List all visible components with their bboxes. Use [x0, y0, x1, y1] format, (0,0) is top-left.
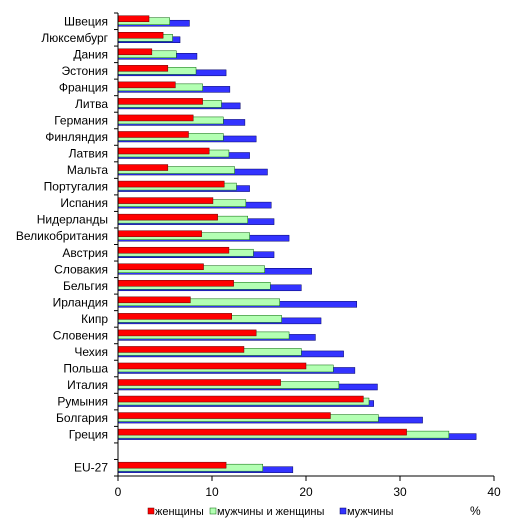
category-label: Дания [73, 47, 108, 61]
bar [117, 379, 281, 386]
bar [117, 48, 153, 56]
category-label: Австрия [62, 246, 108, 260]
x-tick-label: 30 [393, 485, 407, 499]
legend-label: мужчины [347, 506, 393, 518]
category-label: Кипр [81, 312, 108, 326]
bar [117, 362, 307, 370]
x-tick-label: 20 [299, 485, 313, 499]
bar [117, 263, 204, 271]
bar [117, 180, 225, 188]
bar [117, 32, 164, 39]
category-label: EU-27 [74, 461, 108, 475]
x-axis: 0 10 20 30 40 [114, 12, 501, 499]
category-label: Испания [60, 196, 108, 210]
category-label: Эстония [62, 64, 109, 78]
category-label: Финляндия [45, 130, 108, 144]
bar [117, 428, 407, 436]
bar [117, 230, 202, 237]
bar [117, 147, 210, 155]
bar [117, 395, 364, 403]
x-tick-label: 10 [205, 485, 219, 499]
legend-label: женщины [155, 506, 204, 518]
bar [117, 65, 169, 72]
category-label: Люксембург [41, 31, 108, 45]
category-label: Германия [54, 113, 108, 127]
category-label: Польша [63, 362, 108, 376]
bar [117, 346, 245, 353]
bar [117, 280, 234, 287]
bar [117, 313, 232, 320]
bars-layer [117, 15, 477, 473]
x-tick-label: 0 [115, 485, 122, 499]
bar [117, 246, 230, 254]
category-label: Чехия [74, 345, 108, 359]
bar [117, 213, 218, 221]
legend-swatch [209, 507, 217, 515]
bar [117, 296, 191, 304]
category-label: Франция [59, 80, 108, 94]
bar [117, 81, 176, 89]
bar [117, 197, 214, 204]
category-label: Нидерланды [37, 213, 108, 227]
bar [117, 412, 331, 419]
category-label: Словакия [54, 262, 108, 276]
category-label: Литва [75, 97, 108, 111]
legend-swatch [339, 507, 347, 515]
category-label: Греция [69, 428, 108, 442]
bar [117, 98, 203, 105]
category-label: Латвия [69, 147, 108, 161]
legend-label: мужчины и женщины [217, 506, 324, 518]
bar [117, 164, 169, 171]
bar [117, 461, 227, 469]
category-label: Ирландия [53, 295, 108, 309]
legend-swatch [147, 507, 155, 515]
category-label: Болгария [56, 411, 108, 425]
bar [117, 114, 194, 122]
bar [117, 131, 189, 138]
category-label: Бельгия [63, 279, 108, 293]
category-label: Румыния [57, 395, 108, 409]
x-tick-label: 40 [487, 485, 501, 499]
category-label: Словения [53, 328, 108, 342]
legend: женщины мужчины и женщины мужчины% [147, 504, 481, 518]
category-labels: Швеция Люксембург Дания Эстония Франция Литва… [16, 14, 109, 474]
category-label: Мальта [67, 163, 108, 177]
bar [117, 15, 150, 22]
category-label: Великобритания [16, 229, 108, 243]
category-label: Швеция [64, 14, 108, 28]
category-label: Португалия [44, 180, 108, 194]
category-label: Италия [67, 378, 108, 392]
x-unit-label: % [470, 504, 481, 518]
bar [117, 329, 257, 337]
